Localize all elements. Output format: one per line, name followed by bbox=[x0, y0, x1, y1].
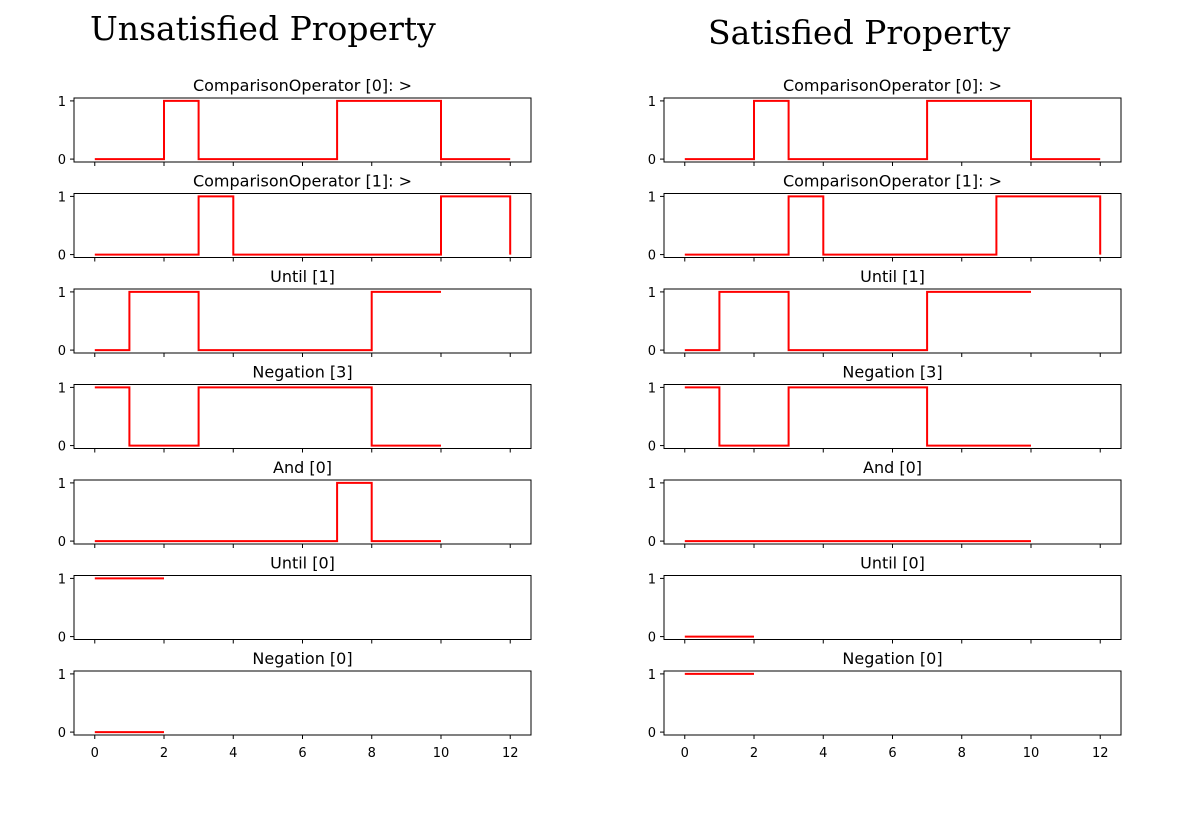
axes-frame bbox=[73, 193, 532, 258]
series-line bbox=[94, 386, 441, 447]
column-title: Satisfied Property bbox=[708, 13, 1011, 52]
axes-frame bbox=[663, 384, 1122, 449]
panel: Until [0] 0 1 bbox=[648, 554, 1122, 646]
panel: Until [1] 0 1 bbox=[648, 267, 1122, 359]
y-tick-label: 0 bbox=[648, 440, 656, 455]
column-satisfied: Satisfied Property ComparisonOperator [0]… bbox=[648, 13, 1122, 761]
y-tick-label: 0 bbox=[58, 631, 66, 646]
axes-frame bbox=[663, 97, 1122, 163]
y-tick-label: 1 bbox=[648, 190, 656, 205]
x-tick-label: 12 bbox=[502, 746, 519, 761]
panel-title: Until [0] bbox=[860, 554, 925, 573]
y-tick-label: 0 bbox=[648, 535, 656, 550]
series-line bbox=[94, 99, 511, 161]
x-tick-label: 8 bbox=[368, 746, 376, 761]
y-tick-label: 1 bbox=[648, 572, 656, 587]
axes-frame bbox=[73, 670, 532, 736]
panel: Negation [3] 0 1 bbox=[58, 363, 532, 455]
series-line bbox=[684, 386, 1031, 447]
y-tick-label: 1 bbox=[58, 95, 66, 110]
panel: Negation [0]010 2 4 6 8 10 12 bbox=[58, 649, 532, 761]
y-tick-label: 1 bbox=[58, 286, 66, 301]
x-tick-label: 12 bbox=[1092, 746, 1109, 761]
y-tick-label: 1 bbox=[58, 381, 66, 396]
y-tick-label: 0 bbox=[58, 153, 66, 168]
y-tick-label: 0 bbox=[648, 249, 656, 264]
panel-title: ComparisonOperator [1]: > bbox=[193, 172, 412, 191]
series-line bbox=[684, 290, 1031, 352]
panel-title: Negation [3] bbox=[252, 363, 352, 382]
panel: Until [1] 0 1 bbox=[58, 267, 532, 359]
x-tick-label: 4 bbox=[819, 746, 827, 761]
y-tick-label: 0 bbox=[648, 631, 656, 646]
axes-frame bbox=[73, 384, 532, 449]
y-tick-label: 0 bbox=[58, 249, 66, 264]
y-tick-label: 1 bbox=[58, 190, 66, 205]
y-tick-label: 0 bbox=[648, 153, 656, 168]
panel-title: Negation [3] bbox=[842, 363, 942, 382]
x-tick-label: 0 bbox=[681, 746, 689, 761]
y-tick-label: 0 bbox=[58, 440, 66, 455]
panel: Negation [0]010 2 4 6 8 10 12 bbox=[648, 649, 1122, 761]
axes-frame bbox=[663, 193, 1122, 258]
x-tick-label: 6 bbox=[298, 746, 306, 761]
y-tick-label: 1 bbox=[58, 477, 66, 492]
x-tick-label: 8 bbox=[958, 746, 966, 761]
x-tick-label: 2 bbox=[160, 746, 168, 761]
panel-title: And [0] bbox=[273, 458, 332, 477]
panel-title: Negation [0] bbox=[252, 649, 352, 668]
series-line bbox=[684, 195, 1102, 256]
y-tick-label: 0 bbox=[648, 344, 656, 359]
axes-frame bbox=[73, 288, 532, 354]
y-tick-label: 1 bbox=[648, 381, 656, 396]
panel-title: ComparisonOperator [0]: > bbox=[783, 76, 1002, 95]
x-tick-label: 10 bbox=[1023, 746, 1040, 761]
panel-title: Until [1] bbox=[860, 267, 925, 286]
panel-title: ComparisonOperator [1]: > bbox=[783, 172, 1002, 191]
y-tick-label: 1 bbox=[648, 286, 656, 301]
series-line bbox=[94, 290, 441, 352]
axes-frame bbox=[663, 575, 1122, 640]
axes-frame bbox=[73, 479, 532, 545]
series-line bbox=[94, 195, 512, 256]
y-tick-label: 0 bbox=[58, 344, 66, 359]
panel-title: Until [0] bbox=[270, 554, 335, 573]
panel: Negation [3] 0 1 bbox=[648, 363, 1122, 455]
panel-title: Until [1] bbox=[270, 267, 335, 286]
panel: ComparisonOperator [0]: > 0 1 bbox=[58, 76, 532, 168]
axes-frame bbox=[663, 670, 1122, 736]
panel: ComparisonOperator [1]: > 0 1 bbox=[648, 172, 1122, 264]
axes-frame bbox=[663, 288, 1122, 354]
axes-frame bbox=[73, 575, 532, 640]
y-tick-label: 1 bbox=[648, 477, 656, 492]
x-tick-label: 10 bbox=[433, 746, 450, 761]
panel: ComparisonOperator [0]: > 0 1 bbox=[648, 76, 1122, 168]
panel-title: And [0] bbox=[863, 458, 922, 477]
panel-title: ComparisonOperator [0]: > bbox=[193, 76, 412, 95]
y-tick-label: 1 bbox=[58, 572, 66, 587]
x-tick-label: 0 bbox=[91, 746, 99, 761]
panel: And [0] 0 1 bbox=[58, 458, 532, 550]
y-tick-label: 1 bbox=[58, 668, 66, 683]
panel: ComparisonOperator [1]: > 0 1 bbox=[58, 172, 532, 264]
x-tick-label: 4 bbox=[229, 746, 237, 761]
x-tick-label: 6 bbox=[888, 746, 896, 761]
y-tick-label: 1 bbox=[648, 668, 656, 683]
panel: Until [0] 0 1 bbox=[58, 554, 532, 646]
y-tick-label: 0 bbox=[648, 726, 656, 741]
x-tick-label: 2 bbox=[750, 746, 758, 761]
series-line bbox=[684, 99, 1101, 161]
axes-frame bbox=[73, 97, 532, 163]
column-unsatisfied: Unsatisfied Property ComparisonOperator [… bbox=[58, 9, 532, 761]
series-line bbox=[94, 481, 441, 543]
axes-frame bbox=[663, 479, 1122, 545]
y-tick-label: 1 bbox=[648, 95, 656, 110]
column-title: Unsatisfied Property bbox=[90, 9, 436, 48]
panel: And [0] 0 1 bbox=[648, 458, 1122, 550]
y-tick-label: 0 bbox=[58, 535, 66, 550]
panel-title: Negation [0] bbox=[842, 649, 942, 668]
y-tick-label: 0 bbox=[58, 726, 66, 741]
